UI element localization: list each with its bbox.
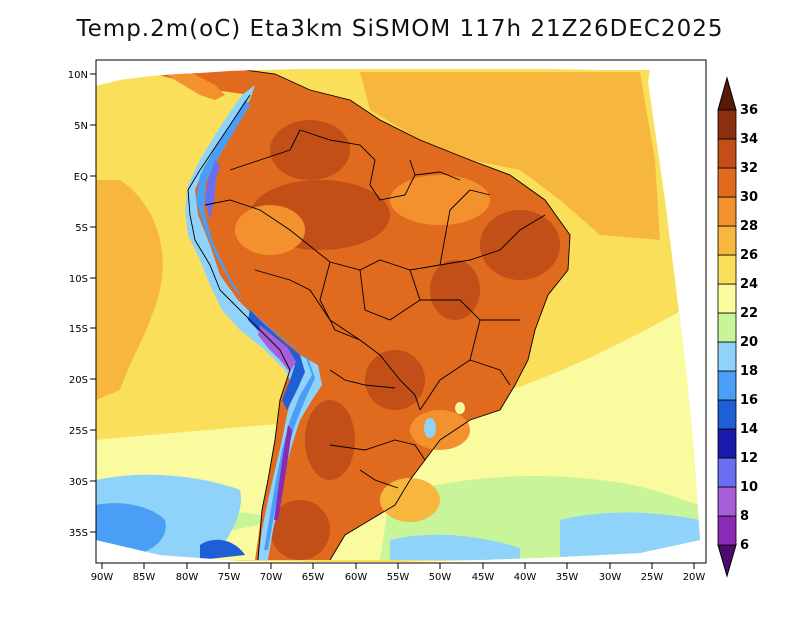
country-borders (154, 69, 571, 561)
colorbar-swatch (717, 341, 737, 372)
colorbar-swatch (717, 457, 737, 488)
lat-label: 30S (69, 477, 88, 488)
colorbar-label: 30 (740, 190, 758, 205)
colorbar-label: 6 (740, 538, 749, 553)
ocean-cold-south (390, 534, 520, 560)
lon-label: 40W (514, 572, 537, 583)
colorbar-arrow-top (717, 76, 737, 111)
colorbar-label: 32 (740, 161, 758, 176)
cool-spot-serra (424, 418, 436, 438)
colorbar-swatch (717, 312, 737, 343)
colorbar-swatch (717, 428, 737, 459)
colorbar-label: 10 (740, 480, 758, 495)
lat-label: EQ (74, 172, 88, 183)
warm-southeast (410, 410, 470, 450)
lon-label: 55W (387, 572, 410, 583)
map-title: Temp.2m(oC) Eta3km SiSMOM 117h 21Z26DEC2… (76, 16, 724, 42)
colorbar-swatch (717, 109, 737, 140)
lon-label: 90W (91, 572, 114, 583)
colorbar-label: 26 (740, 248, 758, 263)
temperature-field (96, 69, 700, 562)
colorbar-swatch (717, 486, 737, 517)
lon-label: 20W (683, 572, 706, 583)
andes-north-cold (205, 160, 220, 220)
lon-label: 85W (133, 572, 156, 583)
ocean-coldest-spot (200, 539, 245, 560)
hot-pantanal (365, 350, 425, 410)
lat-label: 5N (74, 121, 88, 132)
colorbar-label: 22 (740, 306, 758, 321)
hot-venezuela (270, 120, 350, 180)
latitude-axis: 10N 5N EQ 5S 10S 15S 20S 25S 30S 35S (68, 70, 96, 539)
lon-label: 60W (345, 572, 368, 583)
colorbar-swatch (717, 138, 737, 169)
lat-label: 20S (69, 375, 88, 386)
colorbar-label: 20 (740, 335, 758, 350)
lon-label: 75W (218, 572, 241, 583)
warm-amazon-patch (235, 205, 305, 255)
lon-label: 50W (429, 572, 452, 583)
colorbar-label: 18 (740, 364, 758, 379)
altiplano-coldest (258, 325, 296, 372)
ocean-hot-north (360, 72, 660, 240)
colorbar-label: 12 (740, 451, 758, 466)
colorbar-label: 34 (740, 132, 758, 147)
lat-label: 10N (68, 70, 88, 81)
hot-chaco (305, 400, 355, 480)
colorbar-label: 24 (740, 277, 758, 292)
colorbar-swatch (717, 254, 737, 285)
colorbar-swatch (717, 399, 737, 430)
lat-label: 35S (69, 528, 88, 539)
colorbar-swatch (717, 283, 737, 314)
colorbar: 6 8 10 12 14 16 18 20 22 24 26 28 30 32 34 36 (717, 76, 758, 578)
lon-label: 30W (599, 572, 622, 583)
lon-label: 25W (641, 572, 664, 583)
hot-tocantins (430, 260, 480, 320)
mild-uruguay (380, 478, 440, 522)
central-america (140, 69, 225, 100)
hot-northeast (480, 210, 560, 280)
warm-amazon-east (390, 175, 490, 225)
lat-label: 5S (75, 223, 88, 234)
colorbar-label: 14 (740, 422, 758, 437)
colorbar-swatch (717, 370, 737, 401)
lon-label: 35W (556, 572, 579, 583)
lat-label: 15S (69, 324, 88, 335)
colorbar-label: 16 (740, 393, 758, 408)
ocean-pacific-warm (96, 180, 163, 400)
plot-frame (95, 59, 707, 564)
lat-label: 10S (69, 274, 88, 285)
colorbar-swatch (717, 225, 737, 256)
andes-south-coldest (274, 425, 292, 520)
lat-label: 25S (69, 426, 88, 437)
lon-label: 65W (302, 572, 325, 583)
colorbar-swatch (717, 196, 737, 227)
lon-label: 45W (472, 572, 495, 583)
colorbar-arrow-bottom (717, 544, 737, 578)
colorbar-swatch (717, 515, 737, 546)
colorbar-label: 8 (740, 509, 749, 524)
colorbar-swatch (717, 167, 737, 198)
lon-label: 80W (176, 572, 199, 583)
ocean-cold-se (560, 512, 700, 560)
lon-label: 70W (260, 572, 283, 583)
colorbar-label: 28 (740, 219, 758, 234)
colorbar-label: 36 (740, 103, 758, 118)
cool-spot-mantiqueira (455, 402, 465, 414)
hot-argentina (270, 500, 330, 560)
longitude-axis: 90W 85W 80W 75W 70W 65W 60W 55W 50W 45W … (91, 563, 706, 583)
